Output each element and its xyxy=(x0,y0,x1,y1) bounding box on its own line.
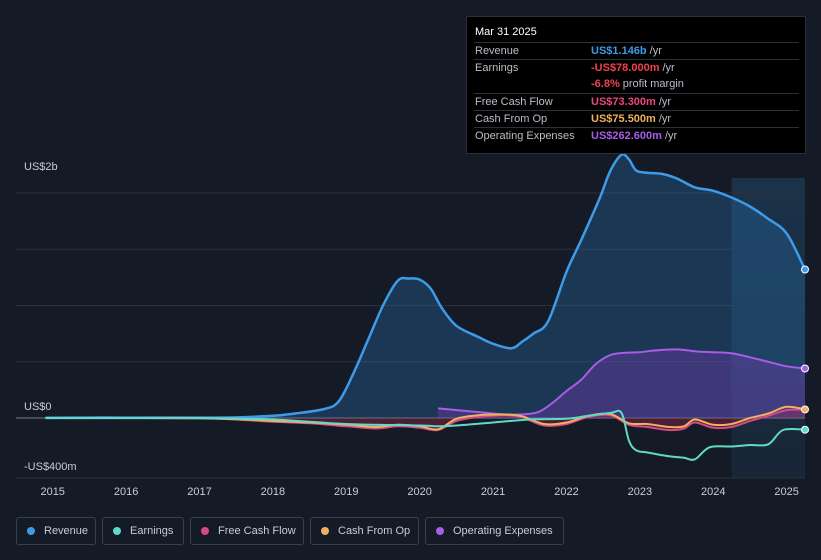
tooltip-label: Free Cash Flow xyxy=(475,96,553,108)
tooltip-value: -US$78.000m/yr xyxy=(591,62,675,74)
series-end-marker-cash-from-op xyxy=(801,405,809,414)
legend-item-operating-expenses[interactable]: Operating Expenses xyxy=(425,517,564,545)
series-area-free-cash-flow xyxy=(45,409,805,431)
x-tick-label: 2021 xyxy=(481,486,505,498)
series-line-operating-expenses xyxy=(437,348,806,416)
y-tick-label-zero: US$0 xyxy=(24,401,52,413)
tooltip-value: US$262.600m/yr xyxy=(591,130,678,142)
series-area-revenue xyxy=(45,154,805,418)
tooltip-label: Cash From Op xyxy=(475,113,548,125)
series-end-marker-earnings xyxy=(801,425,809,434)
x-tick-label: 2016 xyxy=(114,486,138,498)
legend-item-free-cash-flow[interactable]: Free Cash Flow xyxy=(190,517,304,545)
x-tick-label: 2022 xyxy=(554,486,578,498)
legend-item-cash-from-op[interactable]: Cash From Op xyxy=(310,517,419,545)
x-tick-label: 2015 xyxy=(40,486,64,498)
legend-dot-icon xyxy=(436,527,444,535)
tooltip-label: Earnings xyxy=(475,62,519,74)
x-tick-label: 2019 xyxy=(334,486,358,498)
legend-dot-icon xyxy=(27,527,35,535)
legend-label: Cash From Op xyxy=(338,525,411,537)
series-area-operating-expenses xyxy=(438,349,805,418)
y-tick-label-bottom: -US$400m xyxy=(24,461,77,473)
x-tick-label: 2017 xyxy=(187,486,211,498)
tooltip-row-revenue: Revenue US$1.146b/yr xyxy=(474,42,799,60)
tooltip-value: US$73.300m/yr xyxy=(591,96,672,108)
legend-dot-icon xyxy=(201,527,209,535)
series-end-marker-operating-expenses xyxy=(801,364,809,373)
legend-item-earnings[interactable]: Earnings xyxy=(102,517,184,545)
x-tick-label: 2024 xyxy=(701,486,725,498)
tooltip-value: US$1.146b/yr xyxy=(591,45,662,57)
y-tick-label-top: US$2b xyxy=(24,161,58,173)
tooltip-date: Mar 31 2025 xyxy=(475,26,537,38)
x-tick-label: 2020 xyxy=(407,486,431,498)
x-tick-label: 2018 xyxy=(261,486,285,498)
legend-label: Earnings xyxy=(130,525,174,537)
series-line-revenue xyxy=(45,153,807,419)
tooltip-panel: Mar 31 2025 Revenue US$1.146b/yr Earning… xyxy=(466,16,806,154)
legend-label: Revenue xyxy=(44,525,89,537)
x-tick-label: 2023 xyxy=(628,486,652,498)
tooltip-row-margin: -6.8% profit margin xyxy=(474,76,799,93)
legend-dot-icon xyxy=(113,527,121,535)
legend-item-revenue[interactable]: Revenue xyxy=(16,517,96,545)
tooltip-label: Revenue xyxy=(475,45,520,57)
tooltip-value: US$75.500m/yr xyxy=(591,113,672,125)
tooltip-row-cfo: Cash From Op US$75.500m/yr xyxy=(474,110,799,128)
tooltip-row-fcf: Free Cash Flow US$73.300m/yr xyxy=(474,93,799,111)
tooltip-row-opex: Operating Expenses US$262.600m/yr xyxy=(474,127,799,145)
legend-dot-icon xyxy=(321,527,329,535)
x-tick-label: 2025 xyxy=(774,486,798,498)
series-end-marker-revenue xyxy=(801,265,809,274)
tooltip-value: -6.8% profit margin xyxy=(591,78,684,90)
legend-label: Free Cash Flow xyxy=(218,525,296,537)
tooltip-row-earnings: Earnings -US$78.000m/yr xyxy=(474,59,799,77)
legend-label: Operating Expenses xyxy=(453,525,553,537)
series-line-earnings xyxy=(45,409,806,461)
tooltip-label: Operating Expenses xyxy=(475,130,575,142)
